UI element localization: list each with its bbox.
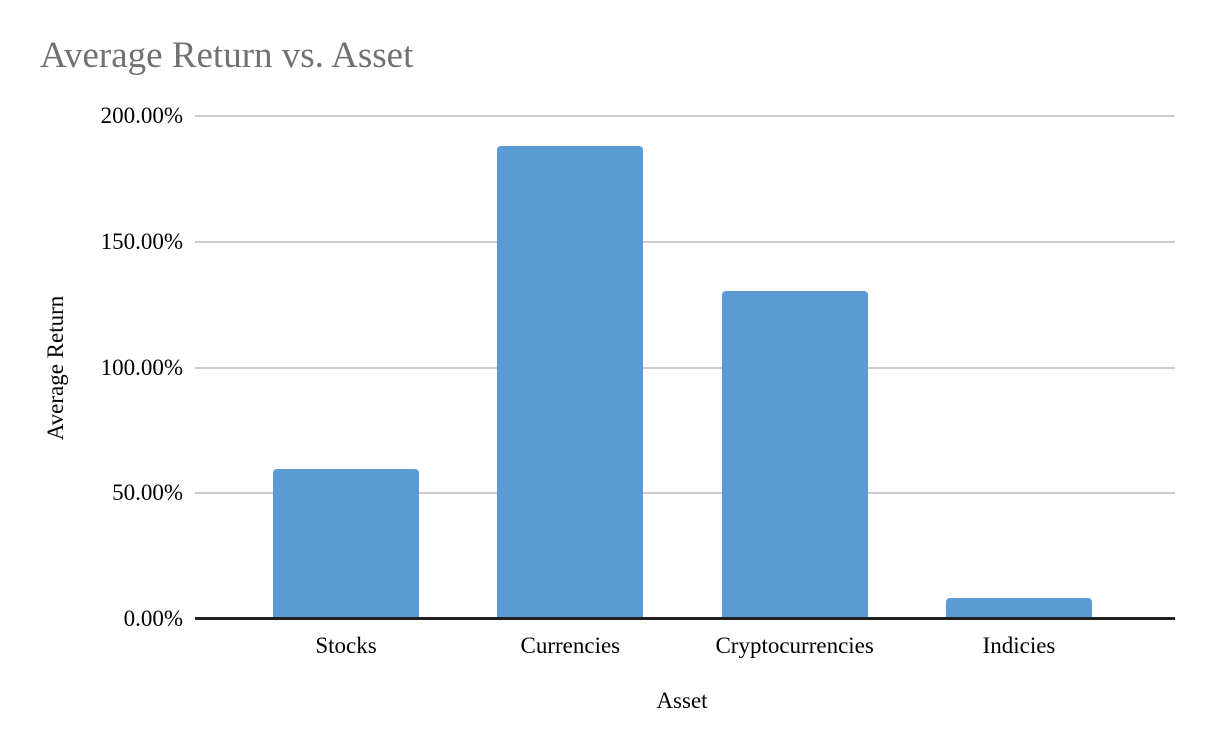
y-axis-tick-labels: 200.00% 150.00% 100.00% 50.00% 0.00%: [0, 103, 183, 631]
x-axis-title: Asset: [656, 688, 708, 713]
y-tick-label: 50.00%: [112, 480, 183, 506]
plot-area: [195, 115, 1175, 620]
y-tick-label: 200.00%: [100, 103, 183, 128]
gridline: [195, 492, 1175, 495]
x-tick-label-currencies: Currencies: [520, 633, 621, 658]
bar-currencies: [497, 146, 644, 619]
bar-stocks: [273, 469, 419, 619]
bar-indicies: [945, 597, 1092, 619]
x-tick-label-cryptocurrencies: Cryptocurrencies: [715, 633, 874, 658]
gridline: [195, 366, 1175, 369]
y-tick-label: 150.00%: [100, 228, 183, 254]
gridline: [195, 240, 1175, 243]
chart-title: Average Return vs. Asset: [40, 35, 414, 76]
y-tick-label: 100.00%: [100, 354, 183, 380]
bar-cryptocurrencies: [721, 290, 868, 619]
x-tick-label-indicies: Indicies: [982, 633, 1056, 658]
x-axis-tick-labels: Stocks Currencies Cryptocurrencies Indicies: [195, 633, 1175, 665]
y-tick-label: 0.00%: [123, 606, 183, 631]
x-tick-label-stocks: Stocks: [315, 633, 377, 658]
x-axis-line: [195, 617, 1175, 620]
gridline: [195, 115, 1175, 117]
